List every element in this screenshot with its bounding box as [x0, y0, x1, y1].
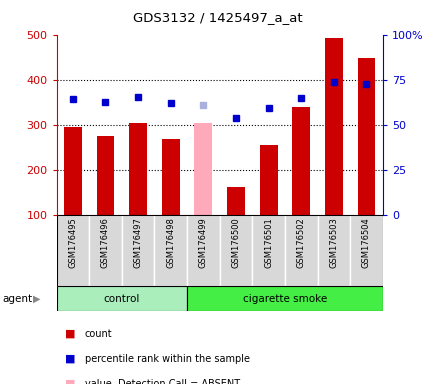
- Text: ■: ■: [65, 379, 76, 384]
- Text: ▶: ▶: [33, 293, 40, 304]
- Bar: [317, 215, 349, 286]
- Bar: [96, 136, 114, 215]
- Text: GSM176503: GSM176503: [329, 217, 338, 268]
- Text: GSM176499: GSM176499: [198, 217, 207, 268]
- Bar: [187, 286, 382, 311]
- Bar: [324, 38, 342, 215]
- Text: count: count: [85, 329, 112, 339]
- Bar: [56, 215, 89, 286]
- Text: GSM176495: GSM176495: [68, 217, 77, 268]
- Bar: [122, 215, 154, 286]
- Bar: [64, 127, 82, 215]
- Text: ■: ■: [65, 329, 76, 339]
- Text: control: control: [103, 293, 140, 304]
- Bar: [227, 187, 244, 215]
- Bar: [129, 123, 147, 215]
- Bar: [56, 286, 187, 311]
- Text: percentile rank within the sample: percentile rank within the sample: [85, 354, 249, 364]
- Bar: [194, 122, 212, 215]
- Text: GSM176498: GSM176498: [166, 217, 175, 268]
- Text: GSM176496: GSM176496: [101, 217, 110, 268]
- Text: GSM176497: GSM176497: [133, 217, 142, 268]
- Bar: [292, 107, 309, 215]
- Text: value, Detection Call = ABSENT: value, Detection Call = ABSENT: [85, 379, 240, 384]
- Bar: [349, 215, 382, 286]
- Text: ■: ■: [65, 354, 76, 364]
- Text: GDS3132 / 1425497_a_at: GDS3132 / 1425497_a_at: [132, 11, 302, 24]
- Bar: [252, 215, 284, 286]
- Text: GSM176502: GSM176502: [296, 217, 305, 268]
- Text: agent: agent: [2, 293, 32, 304]
- Bar: [259, 145, 277, 215]
- Bar: [154, 215, 187, 286]
- Bar: [187, 215, 219, 286]
- Text: GSM176500: GSM176500: [231, 217, 240, 268]
- Bar: [219, 215, 252, 286]
- Bar: [161, 139, 179, 215]
- Text: cigarette smoke: cigarette smoke: [242, 293, 326, 304]
- Text: GSM176501: GSM176501: [263, 217, 273, 268]
- Bar: [357, 58, 375, 215]
- Bar: [89, 215, 122, 286]
- Bar: [284, 215, 317, 286]
- Text: GSM176504: GSM176504: [361, 217, 370, 268]
